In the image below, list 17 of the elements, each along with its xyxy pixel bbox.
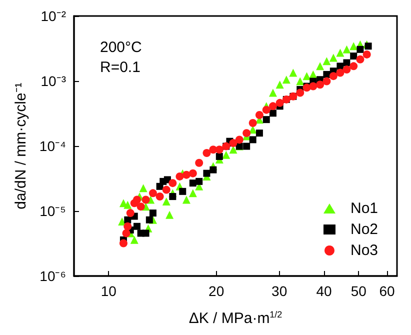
annotation: R=0.1 <box>100 59 140 76</box>
x-tick-label: 50 <box>350 283 367 299</box>
y-tick-label: 10⁻⁶ <box>40 268 66 284</box>
legend-label: No2 <box>350 221 378 238</box>
x-tick-label: 30 <box>272 283 288 299</box>
x-tick-label: 20 <box>208 283 224 299</box>
x-tick-label: 40 <box>316 283 332 299</box>
legend-label: No3 <box>350 242 378 259</box>
y-tick-label: 10⁻⁴ <box>39 138 66 154</box>
x-tick-label: 60 <box>379 283 395 299</box>
y-tick-label: 10⁻³ <box>40 73 66 89</box>
y-axis-title: da/dN / mm·cycle⁻¹ <box>12 82 30 210</box>
annotation: 200°C <box>100 39 142 56</box>
y-tick-label: 10⁻² <box>40 8 66 24</box>
x-tick-label: 10 <box>100 283 117 299</box>
legend-label: No1 <box>350 200 378 217</box>
y-tick-label: 10⁻⁵ <box>40 203 66 219</box>
